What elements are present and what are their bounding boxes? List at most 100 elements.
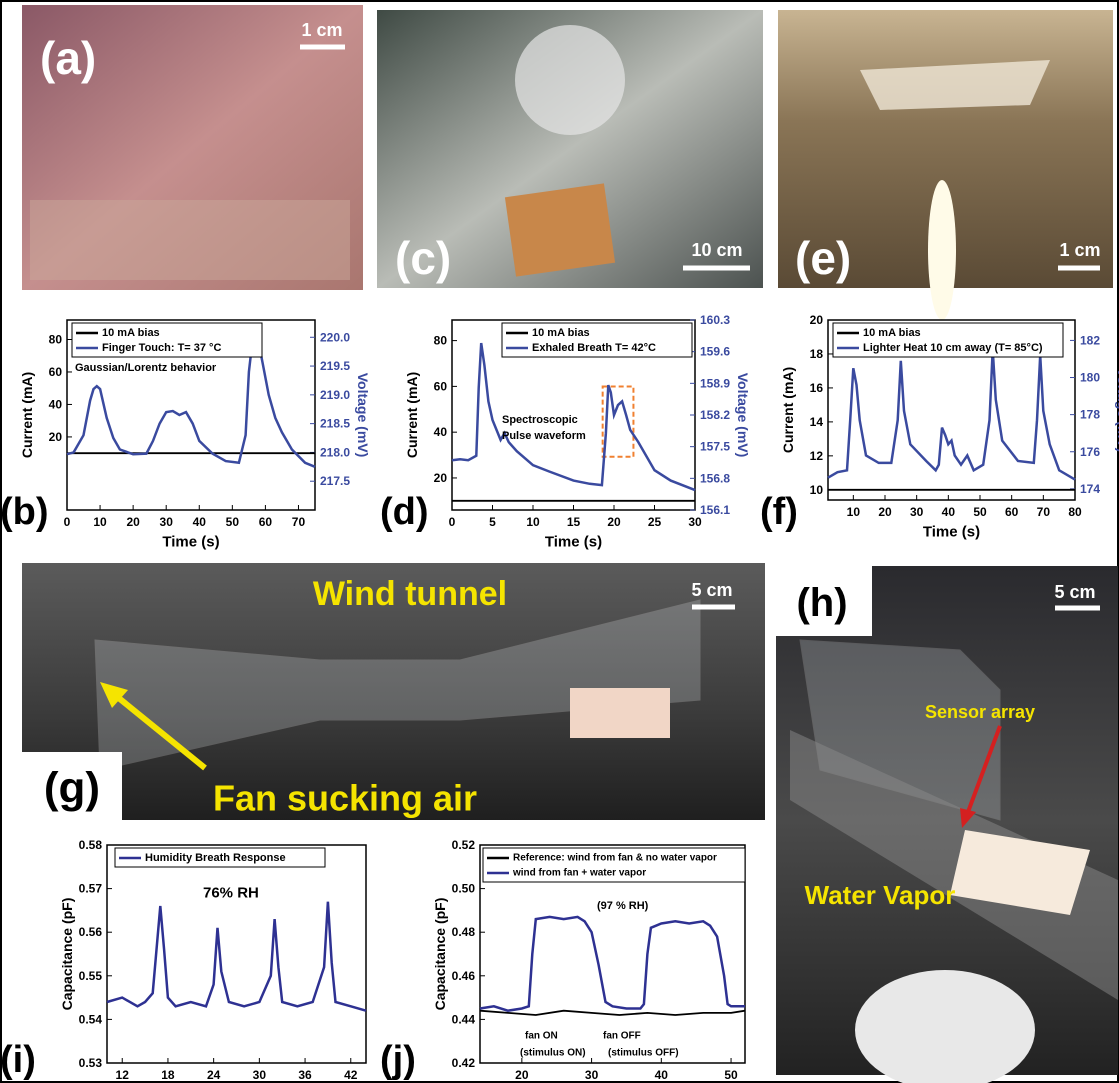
- x-tick-label: 10: [93, 515, 107, 529]
- photo-c: (c) 10 cm: [377, 10, 763, 288]
- photo-e: (e) 1 cm: [778, 10, 1113, 320]
- legend-label: Finger Touch: T= 37 °C: [102, 342, 221, 354]
- panel-label: (f): [760, 491, 798, 533]
- annotation: (stimulus OFF): [608, 1048, 679, 1059]
- y2-tick-label: 158.2: [700, 408, 730, 422]
- x-axis-label: Time (s): [923, 524, 980, 541]
- panel-label: (j): [380, 1039, 416, 1081]
- y-tick-label: 40: [49, 397, 63, 411]
- scale-label: 5 cm: [1054, 582, 1095, 602]
- y-tick-label: 0.57: [79, 882, 103, 896]
- x-tick-label: 5: [489, 515, 496, 529]
- y-tick-label: 0.46: [452, 969, 476, 983]
- y-tick-label: 14: [810, 415, 824, 429]
- x-tick-label: 50: [973, 505, 987, 519]
- figure: (a) 1 cm (c) 10 cm (e) 1 cm Wind tunnel …: [0, 0, 1119, 1083]
- y2-tick-label: 176: [1080, 445, 1100, 459]
- annotation: Spectroscopic: [502, 414, 578, 426]
- x-tick-label: 70: [292, 515, 306, 529]
- legend-label: 10 mA bias: [863, 327, 921, 339]
- y2-tick-label: 158.9: [700, 376, 730, 390]
- x-axis-label: Time (s): [545, 534, 602, 551]
- y-tick-label: 0.56: [79, 925, 103, 939]
- y-axis-label: Capacitance (pF): [59, 898, 75, 1011]
- panel-label: (d): [380, 491, 429, 533]
- y-axis-label: Current (mA): [780, 367, 796, 453]
- x-tick-label: 40: [655, 1068, 669, 1082]
- photo-detail: [928, 180, 956, 320]
- y-tick-label: 60: [434, 379, 448, 393]
- y-tick-label: 0.53: [79, 1056, 103, 1070]
- y2-tick-label: 156.1: [700, 503, 730, 517]
- legend-label: 10 mA bias: [102, 327, 160, 339]
- y2-tick-label: 178: [1080, 408, 1100, 422]
- x-tick-label: 0: [449, 515, 456, 529]
- x-tick-label: 20: [126, 515, 140, 529]
- y2-tick-label: 182: [1080, 333, 1100, 347]
- y-tick-label: 0.52: [452, 838, 476, 852]
- legend-label: Exhaled Breath T= 42°C: [532, 342, 656, 354]
- x-tick-label: 30: [160, 515, 174, 529]
- y2-axis-label: Voltage (mV): [1115, 368, 1119, 453]
- scale-label: 1 cm: [1059, 240, 1100, 260]
- y2-tick-label: 220.0: [320, 330, 350, 344]
- x-tick-label: 40: [193, 515, 207, 529]
- y-tick-label: 0.48: [452, 925, 476, 939]
- y2-tick-label: 159.6: [700, 345, 730, 359]
- y2-tick-label: 219.0: [320, 388, 350, 402]
- plot-area: [107, 845, 366, 1063]
- y2-axis-label: Voltage (mV): [735, 373, 751, 458]
- x-axis-label: Time (s): [162, 534, 219, 551]
- photo-detail: [505, 183, 615, 276]
- x-tick-label: 50: [226, 515, 240, 529]
- panel-label: (g): [44, 764, 100, 813]
- y-tick-label: 80: [434, 334, 448, 348]
- annotation: fan ON: [525, 1031, 558, 1042]
- y-tick-label: 0.50: [452, 882, 476, 896]
- x-tick-label: 80: [1068, 505, 1082, 519]
- x-tick-label: 30: [585, 1068, 599, 1082]
- scale-label: 1 cm: [301, 20, 342, 40]
- photo-annotation: Water Vapor: [805, 880, 956, 910]
- y-tick-label: 20: [434, 471, 448, 485]
- y2-tick-label: 174: [1080, 482, 1100, 496]
- annotation: Gaussian/Lorentz behavior: [75, 362, 217, 374]
- y2-tick-label: 218.5: [320, 417, 350, 431]
- y-tick-label: 0.58: [79, 838, 103, 852]
- y2-tick-label: 218.0: [320, 445, 350, 459]
- legend-label: wind from fan + water vapor: [512, 868, 646, 879]
- panel-label: (h): [796, 581, 847, 625]
- x-tick-label: 36: [298, 1068, 312, 1082]
- y2-tick-label: 217.5: [320, 474, 350, 488]
- x-tick-label: 15: [567, 515, 581, 529]
- legend-label: Lighter Heat 10 cm away (T= 85°C): [863, 342, 1043, 354]
- scale-label: 5 cm: [691, 580, 732, 600]
- legend-label: Humidity Breath Response: [145, 852, 286, 864]
- x-tick-label: 20: [878, 505, 892, 519]
- y-tick-label: 0.55: [79, 969, 103, 983]
- x-tick-label: 25: [648, 515, 662, 529]
- y-tick-label: 0.54: [79, 1012, 103, 1026]
- x-tick-label: 0: [64, 515, 71, 529]
- y2-tick-label: 180: [1080, 371, 1100, 385]
- x-tick-label: 70: [1037, 505, 1051, 519]
- photo-annotation: Sensor array: [925, 702, 1035, 722]
- x-tick-label: 60: [259, 515, 273, 529]
- photo-detail: [515, 25, 625, 135]
- y-axis-label: Capacitance (pF): [432, 898, 448, 1011]
- photo-detail: [30, 200, 350, 280]
- x-tick-label: 10: [847, 505, 861, 519]
- photo-g: Wind tunnel 5 cm (g) Fan sucking air: [22, 563, 765, 820]
- y2-tick-label: 219.5: [320, 359, 350, 373]
- scale-label: 10 cm: [691, 240, 742, 260]
- y-axis-label: Current (mA): [19, 372, 35, 458]
- y2-tick-label: 156.8: [700, 471, 730, 485]
- y-tick-label: 10: [810, 483, 824, 497]
- y2-tick-label: 160.3: [700, 313, 730, 327]
- annotation: fan OFF: [603, 1031, 641, 1042]
- panel-label: (i): [0, 1039, 36, 1081]
- x-tick-label: 40: [942, 505, 956, 519]
- photo-title: Wind tunnel: [313, 575, 507, 613]
- y-tick-label: 80: [49, 332, 63, 346]
- x-tick-label: 60: [1005, 505, 1019, 519]
